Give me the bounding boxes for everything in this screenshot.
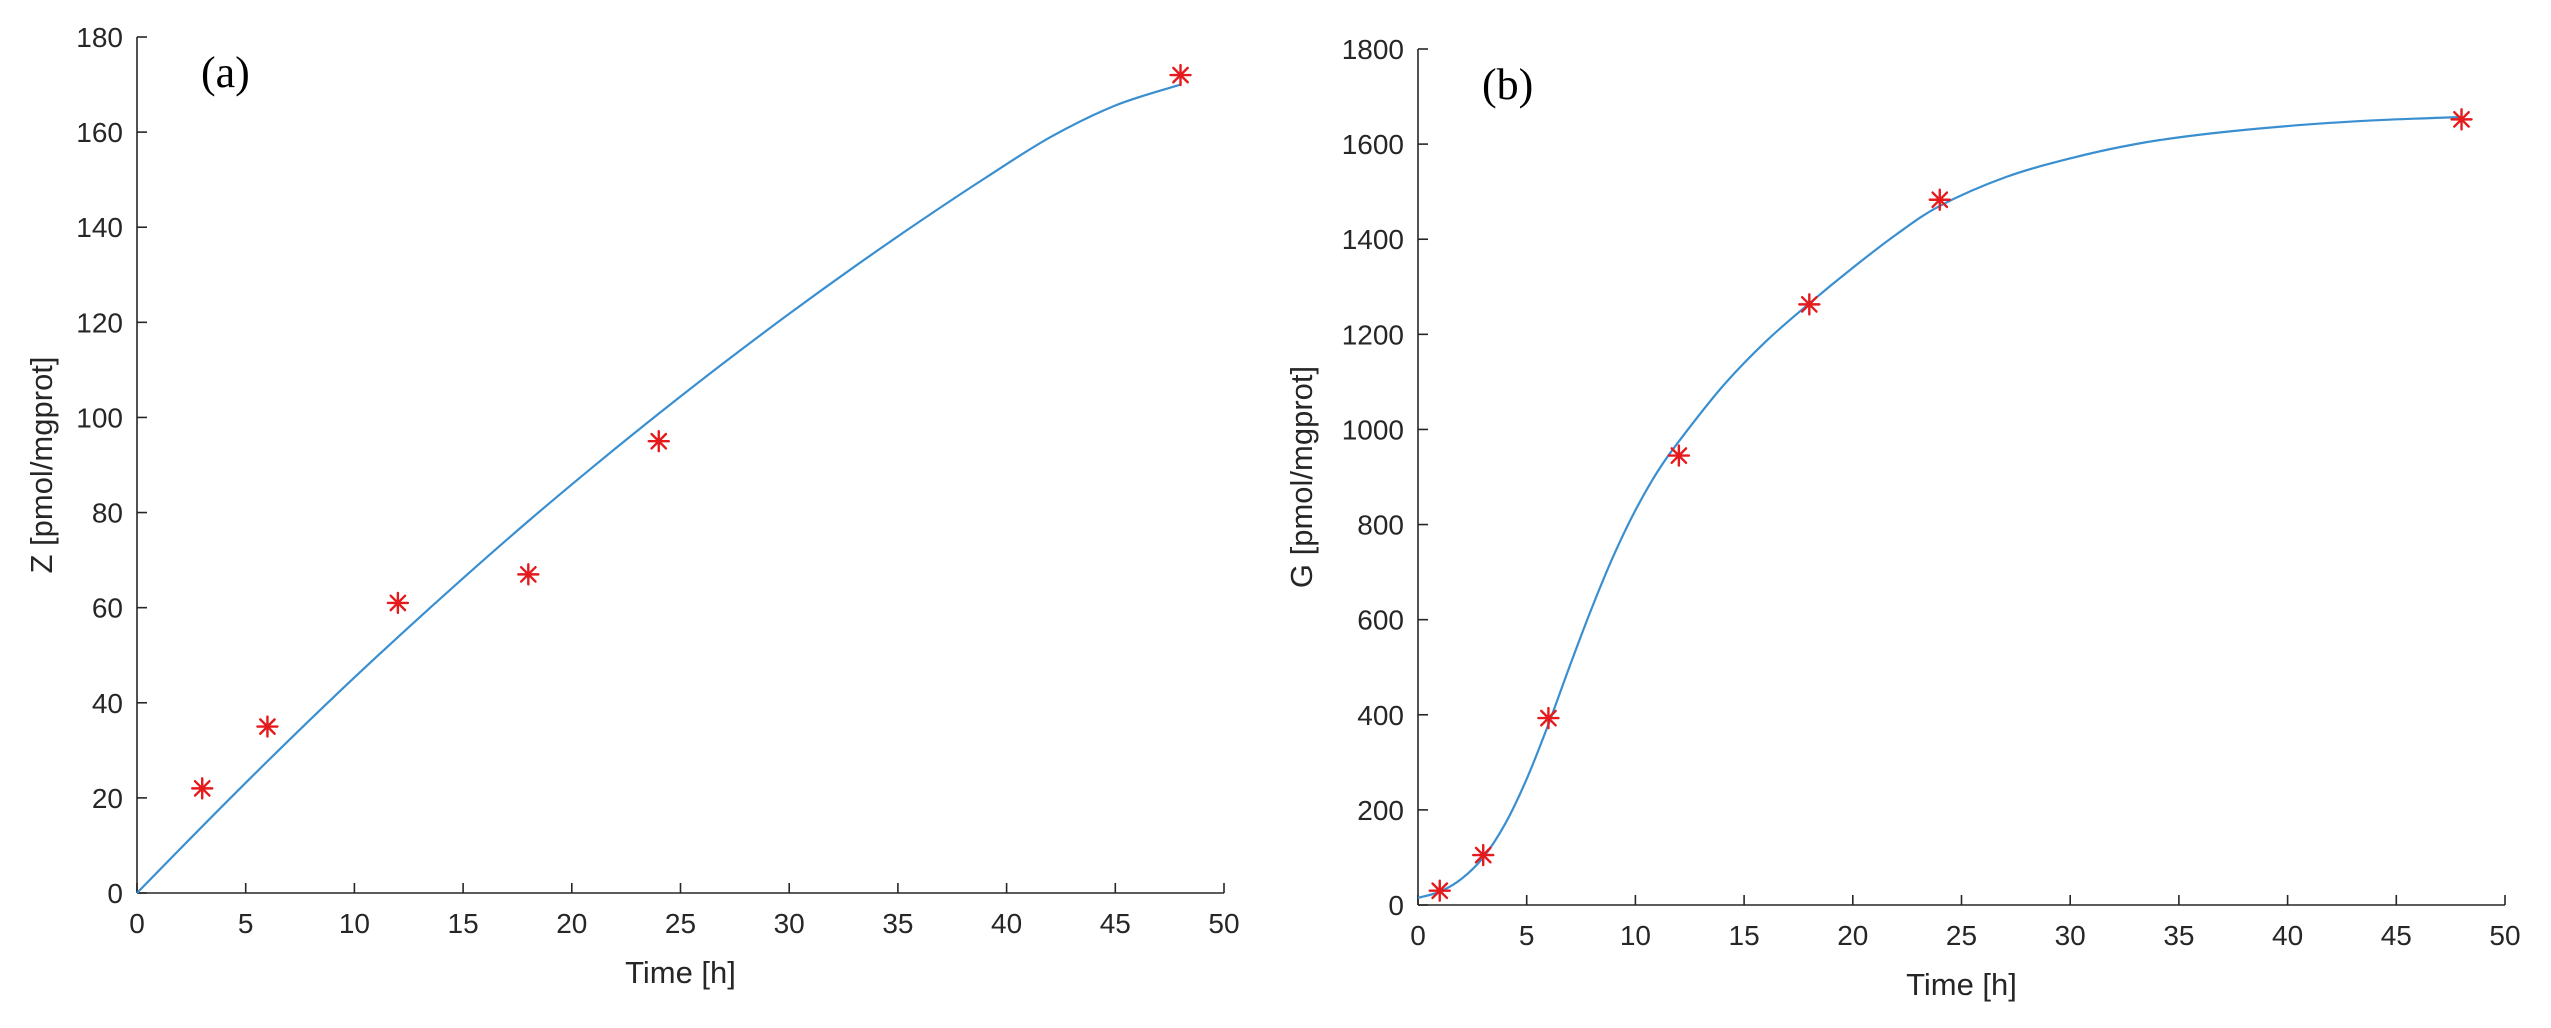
y-tick-label: 1800 bbox=[1342, 34, 1404, 65]
data-point bbox=[517, 563, 540, 586]
x-tick-label: 15 bbox=[448, 908, 479, 939]
y-tick-label: 0 bbox=[107, 878, 123, 909]
y-tick-label: 40 bbox=[92, 688, 123, 719]
x-tick-label: 35 bbox=[882, 908, 913, 939]
data-point bbox=[1798, 293, 1821, 316]
y-axis-label: G [pmol/mgprot] bbox=[1284, 366, 1319, 588]
chart-panel-a: 0 5 10 15 20 25 30 35 40 45 50 0 20 40 60 80 100 120 140 16… bbox=[24, 22, 1240, 990]
x-tick-label: 40 bbox=[991, 908, 1022, 939]
x-tick-label: 50 bbox=[2489, 920, 2520, 951]
data-point bbox=[1428, 879, 1451, 902]
data-point-stroke bbox=[2453, 110, 2470, 128]
data-point-stroke bbox=[259, 718, 276, 735]
data-point-stroke bbox=[1431, 882, 1449, 900]
data-point bbox=[1169, 63, 1192, 87]
x-tick-label: 35 bbox=[2163, 920, 2194, 951]
data-point-stroke bbox=[650, 432, 668, 450]
y-tick-label: 800 bbox=[1357, 510, 1404, 541]
y-tick-label: 200 bbox=[1357, 795, 1404, 826]
y-tick-label: 20 bbox=[92, 783, 123, 814]
fit-curve bbox=[1417, 115, 2462, 899]
y-axis-label: Z [pmol/mgprot] bbox=[24, 356, 59, 573]
data-point bbox=[2450, 108, 2473, 131]
y-tick-label: 1600 bbox=[1342, 129, 1404, 160]
x-tick-label: 10 bbox=[1620, 920, 1651, 951]
data-point-stroke bbox=[519, 565, 537, 583]
x-tick-label: 0 bbox=[129, 908, 145, 939]
data-point-stroke bbox=[1172, 66, 1189, 84]
x-tick-label: 20 bbox=[556, 908, 587, 939]
y-tick-label: 180 bbox=[76, 22, 123, 53]
x-tick-label: 5 bbox=[1519, 920, 1535, 951]
chart-panel-b: 0 5 10 15 20 25 30 35 40 45 50 0 200 400 600 800 1000 120… bbox=[1284, 34, 2521, 1002]
data-point-stroke bbox=[1670, 447, 1688, 464]
x-axis-label: Time [h] bbox=[625, 955, 736, 990]
y-tick-label: 140 bbox=[76, 212, 123, 243]
y-tick-label: 600 bbox=[1357, 605, 1404, 636]
x-tick-label: 0 bbox=[1410, 920, 1426, 951]
data-point bbox=[256, 715, 279, 738]
x-tick-label: 15 bbox=[1729, 920, 1760, 951]
x-tick-label: 20 bbox=[1837, 920, 1868, 951]
data-point bbox=[1667, 444, 1691, 467]
x-tick-label: 25 bbox=[665, 908, 696, 939]
data-point bbox=[191, 777, 214, 800]
x-tick-label: 30 bbox=[2055, 920, 2086, 951]
x-tick-label: 25 bbox=[1946, 920, 1977, 951]
data-point bbox=[1472, 843, 1495, 867]
data-point bbox=[1537, 706, 1560, 730]
y-tick-label: 1000 bbox=[1342, 414, 1404, 445]
y-tick-label: 1400 bbox=[1342, 224, 1404, 255]
data-point-stroke bbox=[1931, 191, 1949, 209]
data-point bbox=[647, 430, 670, 453]
y-tick-label: 160 bbox=[76, 117, 123, 148]
x-tick-label: 5 bbox=[238, 908, 254, 939]
data-point-stroke bbox=[193, 779, 211, 797]
y-tick-label: 60 bbox=[92, 593, 123, 624]
data-point-stroke bbox=[1474, 846, 1492, 864]
y-tick-label: 0 bbox=[1388, 890, 1404, 921]
panel-label: (a) bbox=[201, 48, 250, 97]
y-tick-label: 120 bbox=[76, 307, 123, 338]
data-point bbox=[1928, 188, 1951, 211]
fit-curve bbox=[136, 83, 1181, 894]
y-tick-label: 1200 bbox=[1342, 319, 1404, 350]
x-tick-label: 10 bbox=[339, 908, 370, 939]
x-tick-label: 50 bbox=[1208, 908, 1239, 939]
panel-label: (b) bbox=[1482, 60, 1533, 109]
x-tick-label: 40 bbox=[2272, 920, 2303, 951]
y-tick-label: 80 bbox=[92, 498, 123, 529]
y-tick-label: 100 bbox=[76, 402, 123, 433]
x-tick-label: 30 bbox=[774, 908, 805, 939]
data-point-stroke bbox=[1800, 295, 1818, 313]
x-axis-label: Time [h] bbox=[1906, 967, 2017, 1002]
data-point-stroke bbox=[389, 594, 407, 612]
y-tick-label: 400 bbox=[1357, 700, 1404, 731]
x-tick-label: 45 bbox=[1100, 908, 1131, 939]
data-point bbox=[386, 591, 410, 615]
x-tick-label: 45 bbox=[2381, 920, 2412, 951]
data-point-stroke bbox=[1540, 709, 1557, 727]
